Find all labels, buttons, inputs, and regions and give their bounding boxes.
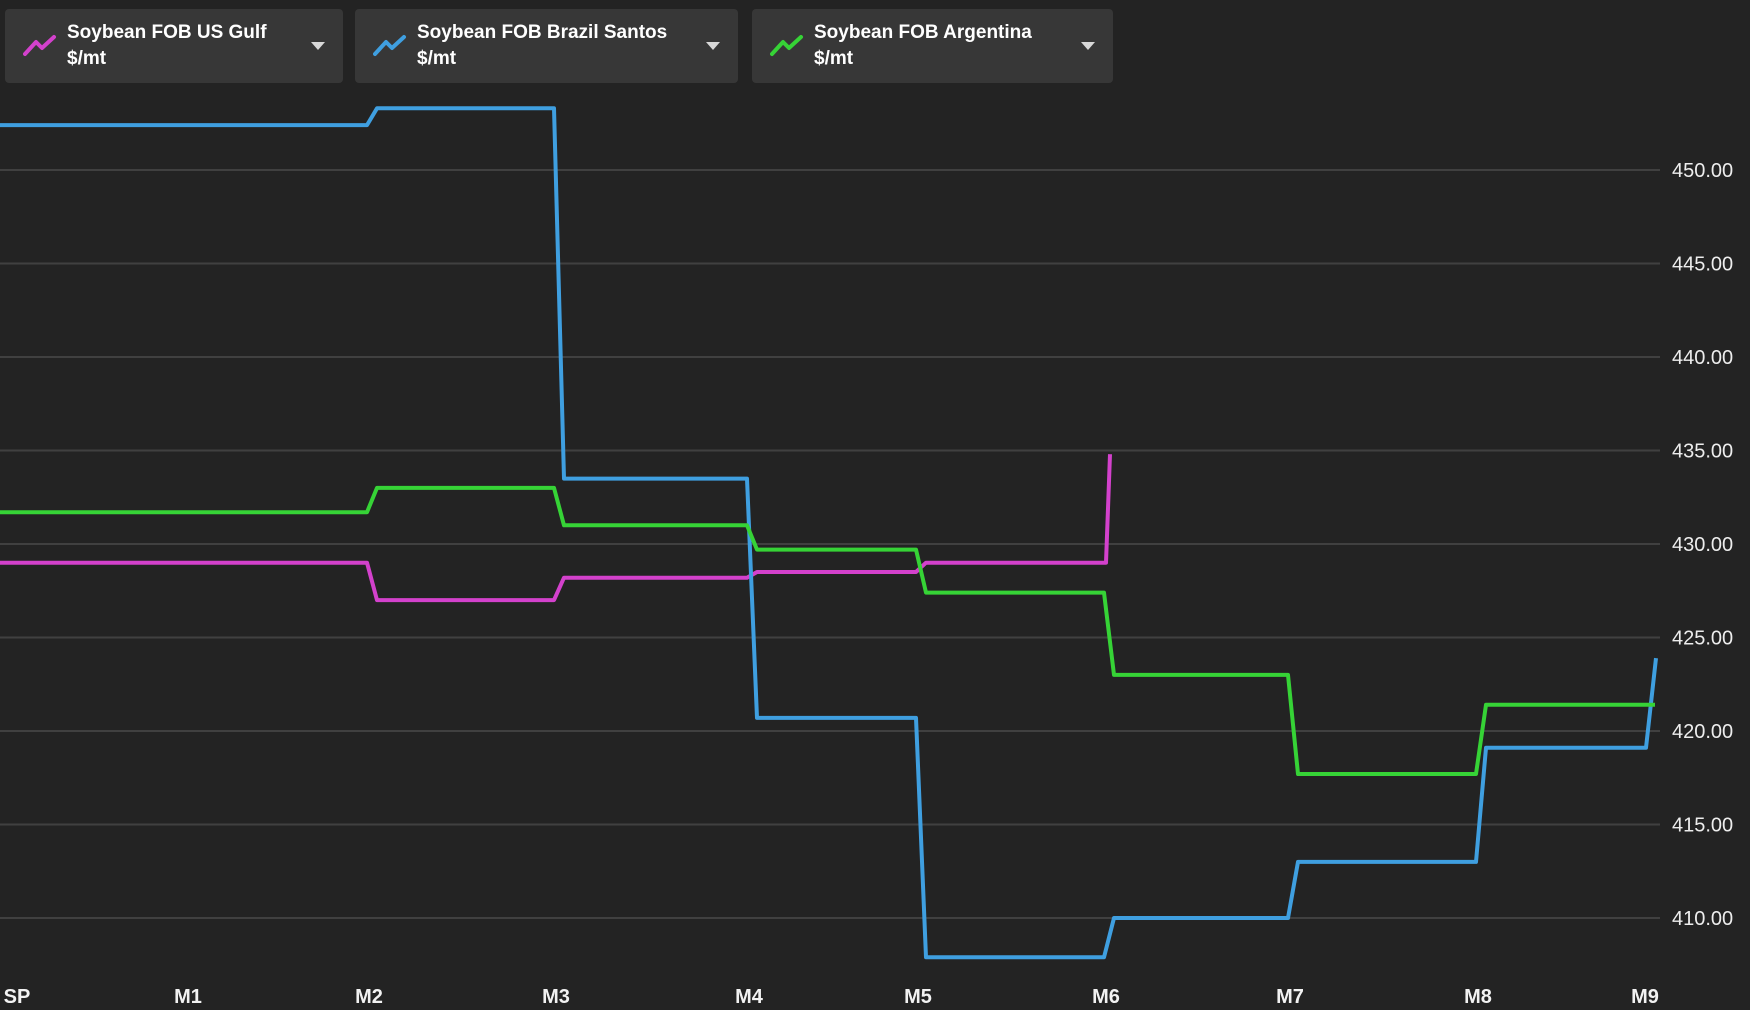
x-axis-label: M1 bbox=[174, 986, 202, 1008]
y-axis-label: 425.00 bbox=[1672, 628, 1733, 650]
x-axis-label: M8 bbox=[1464, 986, 1492, 1008]
legend-button-us-gulf[interactable]: Soybean FOB US Gulf $/mt bbox=[5, 9, 343, 83]
legend-label-brazil-santos: Soybean FOB Brazil Santos $/mt bbox=[417, 22, 668, 69]
line-series-icon-magenta bbox=[23, 35, 56, 56]
chevron-down-icon bbox=[706, 42, 720, 50]
legend-label-argentina: Soybean FOB Argentina $/mt bbox=[814, 22, 1032, 69]
line-series-icon-blue bbox=[373, 35, 406, 56]
y-axis-label: 450.00 bbox=[1672, 160, 1733, 182]
legend-button-brazil-santos[interactable]: Soybean FOB Brazil Santos $/mt bbox=[355, 9, 738, 83]
y-axis-label: 410.00 bbox=[1672, 908, 1733, 930]
line-series-icon-green bbox=[770, 35, 803, 56]
legend: Soybean FOB US Gulf $/mt Soybean FOB Bra… bbox=[0, 0, 1750, 95]
chevron-down-icon bbox=[311, 42, 325, 50]
x-axis-label: M6 bbox=[1092, 986, 1120, 1008]
x-axis-label: M3 bbox=[542, 986, 570, 1008]
y-axis-label: 445.00 bbox=[1672, 254, 1733, 276]
x-axis-label: SP bbox=[4, 986, 31, 1008]
y-axis-label: 420.00 bbox=[1672, 721, 1733, 743]
series-line-soybean-fob-brazil-santos-mt bbox=[0, 106, 1658, 960]
x-axis-label: M2 bbox=[355, 986, 383, 1008]
x-axis-label: M9 bbox=[1631, 986, 1659, 1008]
y-axis-label: 430.00 bbox=[1672, 534, 1733, 556]
series-line-soybean-fob-us-gulf-mt bbox=[0, 454, 1112, 603]
series-line-soybean-fob-argentina-mt bbox=[0, 485, 1655, 776]
chevron-down-icon bbox=[1081, 42, 1095, 50]
x-axis-label: M4 bbox=[735, 986, 764, 1008]
x-axis-label: M7 bbox=[1276, 986, 1304, 1008]
y-axis-label: 415.00 bbox=[1672, 815, 1733, 837]
x-axis-label: M5 bbox=[904, 986, 932, 1008]
y-axis-label: 440.00 bbox=[1672, 347, 1733, 369]
y-axis-label: 435.00 bbox=[1672, 441, 1733, 463]
legend-label-us-gulf: Soybean FOB US Gulf $/mt bbox=[67, 22, 267, 69]
legend-button-argentina[interactable]: Soybean FOB Argentina $/mt bbox=[752, 9, 1113, 83]
